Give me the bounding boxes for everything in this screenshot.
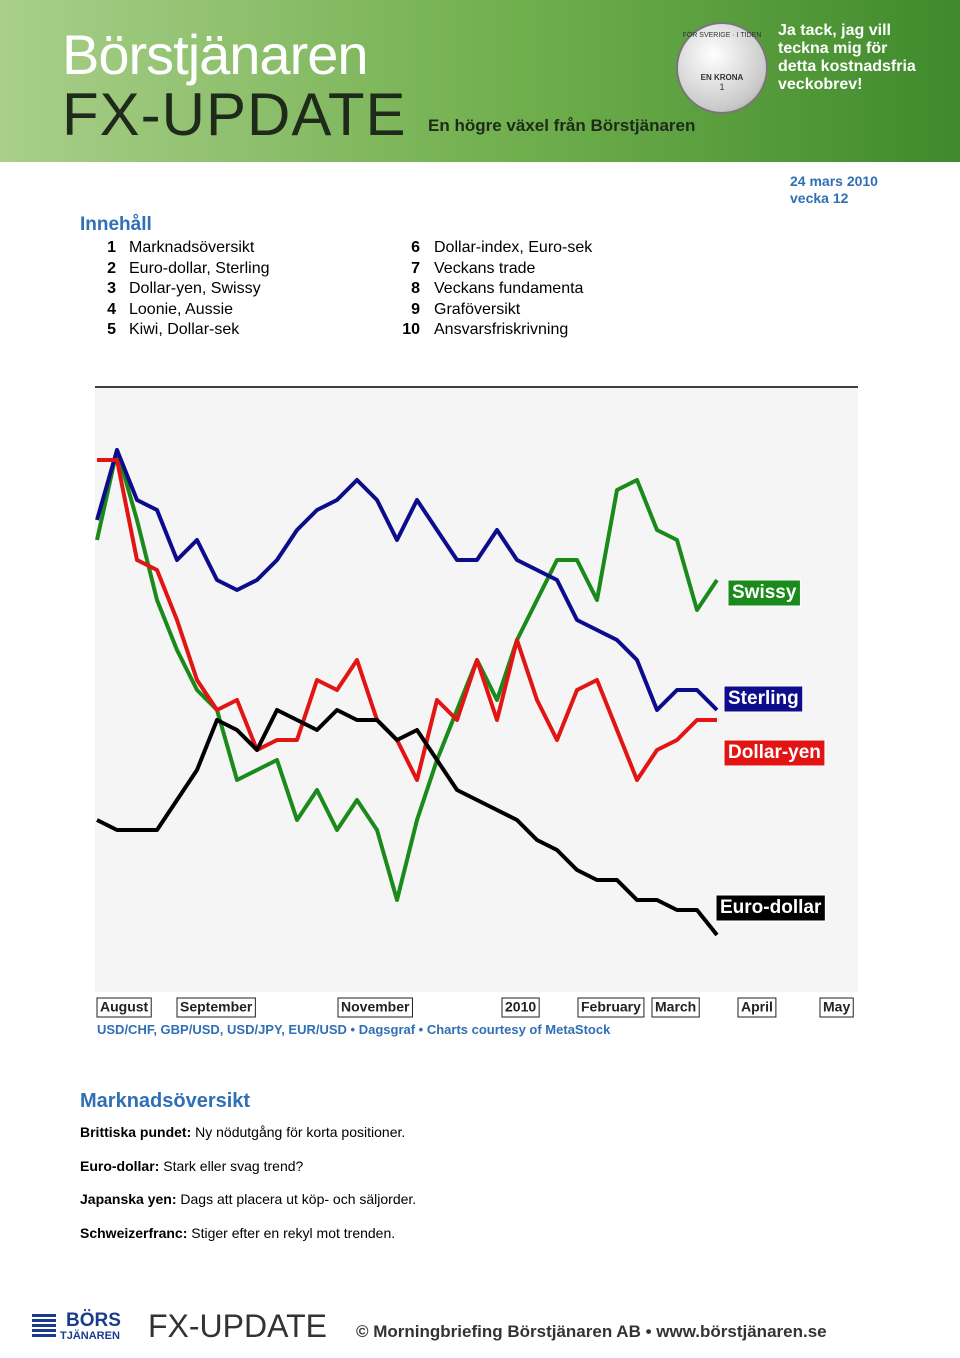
contents-number: 9: [411, 300, 420, 318]
cta-line: Ja tack, jag vill: [778, 22, 891, 39]
series-label: Dollar-yen: [728, 742, 821, 763]
series-line: [97, 458, 717, 782]
x-tick-label: February: [581, 999, 641, 1015]
series-label: Euro-dollar: [720, 897, 822, 918]
section-line: Schweizerfranc: Stiger efter en rekyl mo…: [80, 1225, 395, 1241]
x-tick-box: [96, 997, 152, 1018]
x-tick-box: [737, 997, 777, 1018]
series-label-box: [723, 685, 804, 713]
x-tick-label: May: [823, 999, 850, 1015]
cta-line: veckobrev!: [778, 76, 863, 93]
contents-label: Dollar-yen, Swissy: [129, 280, 261, 297]
section-text: Ny nödutgång för korta positioner.: [191, 1124, 406, 1140]
section-line: Japanska yen: Dags att placera ut köp- o…: [80, 1191, 416, 1207]
series-line: [95, 448, 719, 902]
footer-logo-mark: [32, 1314, 56, 1338]
contents-label: Graföversikt: [434, 300, 521, 318]
contents-number: 7: [411, 259, 420, 277]
x-tick-box: [501, 997, 540, 1018]
section-text: Dags att placera ut köp- och säljorder.: [176, 1191, 417, 1207]
cta-line: teckna mig för: [778, 40, 888, 57]
footer-logo-top: BÖRS: [66, 1310, 121, 1331]
x-tick-label: November: [341, 999, 410, 1015]
contents-number: 4: [107, 300, 116, 318]
contents-number: 6: [411, 239, 420, 256]
contents-number: 10: [402, 321, 420, 338]
contents-label: Ansvarsfriskrivning: [434, 321, 569, 338]
contents-label: Marknadsöversikt: [129, 239, 255, 256]
section-lead: Schweizerfranc:: [80, 1224, 188, 1241]
cta-line: detta kostnadsfria: [778, 58, 916, 75]
cta[interactable]: Ja tack, jag vill teckna mig för detta kos…: [778, 22, 916, 94]
section-lead: Japanska yen:: [80, 1191, 177, 1207]
x-tick-box: [577, 997, 645, 1018]
contents-number: 8: [411, 280, 420, 297]
series-label: Sterling: [728, 688, 799, 709]
section-line: Brittiska pundet: Ny nödutgång för korta…: [80, 1124, 405, 1140]
contents-label: Loonie, Aussie: [129, 300, 234, 318]
coin-ring: FÖR SVERIGE · I TIDEN: [682, 32, 762, 39]
x-tick-box: [337, 997, 413, 1018]
date: 24 mars 2010: [790, 173, 878, 189]
week: vecka 12: [790, 190, 849, 206]
coin: FÖR SVERIGE · I TIDEN EN KRONA 1: [676, 22, 768, 114]
section-text: Stark eller svag trend?: [159, 1157, 304, 1174]
x-tick-label: August: [100, 999, 149, 1015]
x-tick-label: 2010: [505, 999, 536, 1015]
section-lead: Euro-dollar:: [80, 1157, 160, 1174]
series-label-box: [723, 739, 826, 767]
coin-number: 1: [719, 82, 725, 92]
section-text: Stiger efter en rekyl mot trenden.: [187, 1224, 396, 1241]
header-banner: Börstjänaren FX-UPDATE En högre växel fr…: [0, 0, 960, 162]
x-tick-label: April: [741, 999, 773, 1015]
x-tick-label: March: [655, 999, 696, 1015]
caption: USD/CHF, GBP/USD, USD/JPY, EUR/USD • Dag…: [97, 1022, 611, 1037]
series-line: [95, 448, 719, 712]
header-product: FX-UPDATE: [62, 81, 407, 148]
footer-logo-bottom: TJÄNAREN: [60, 1330, 120, 1342]
contents-label: Veckans fundamenta: [434, 280, 584, 297]
contents-title: Innehåll: [80, 214, 152, 235]
section-lead: Brittiska pundet:: [80, 1124, 192, 1140]
contents-number: 5: [107, 321, 116, 338]
x-tick-label: September: [180, 999, 253, 1015]
contents-label: Dollar-index, Euro-sek: [434, 239, 593, 256]
contents-number: 2: [107, 259, 116, 277]
contents-label: Kiwi, Dollar-sek: [129, 321, 240, 338]
section-line: Euro-dollar: Stark eller svag trend?: [80, 1158, 303, 1174]
x-tick-box: [819, 997, 854, 1018]
footer-copyright: © Morningbriefing Börstjänaren AB • www.…: [356, 1322, 827, 1341]
x-tick-box: [176, 997, 256, 1018]
coin-denomination: EN KRONA: [700, 73, 744, 82]
series-label: Swissy: [732, 582, 797, 603]
header-tagline: En högre växel från Börstjänaren: [428, 116, 696, 135]
section-title: Marknadsöversikt: [80, 1090, 251, 1112]
footer-product: FX-UPDATE: [148, 1308, 327, 1344]
series-label-box: [715, 894, 826, 922]
x-tick-box: [651, 997, 700, 1018]
contents-number: 1: [107, 239, 116, 256]
series-label-box: [727, 579, 801, 607]
series-line: [96, 708, 719, 937]
header-title: Börstjänaren: [62, 23, 369, 86]
contents-label: Veckans trade: [434, 259, 536, 277]
contents-number: 3: [107, 280, 116, 297]
contents-label: Euro-dollar, Sterling: [129, 259, 270, 277]
